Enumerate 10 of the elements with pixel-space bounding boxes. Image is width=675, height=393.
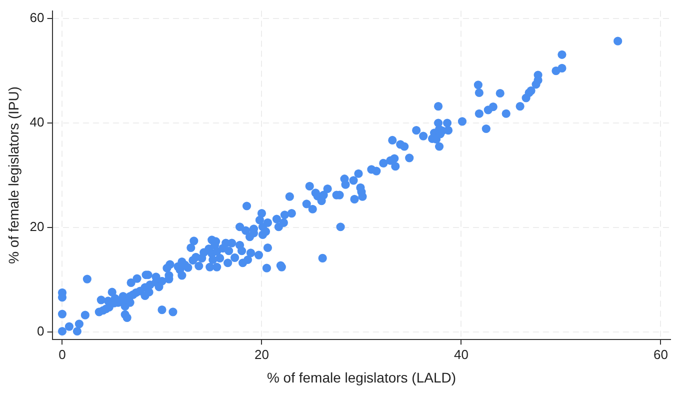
x-axis-title: % of female legislators (LALD) (266, 369, 456, 386)
x-tick-label: 60 (653, 346, 668, 362)
y-tick-label: 40 (30, 114, 44, 130)
x-tick-label: 0 (58, 346, 66, 362)
y-axis-title: % of female legislators (IPU) (5, 86, 22, 264)
x-tick-label: 40 (454, 346, 468, 362)
y-tick-label: 60 (30, 10, 44, 26)
y-tick-label: 20 (30, 218, 44, 234)
y-tick-label: 0 (37, 323, 44, 338)
x-tick-label: 20 (254, 346, 269, 362)
